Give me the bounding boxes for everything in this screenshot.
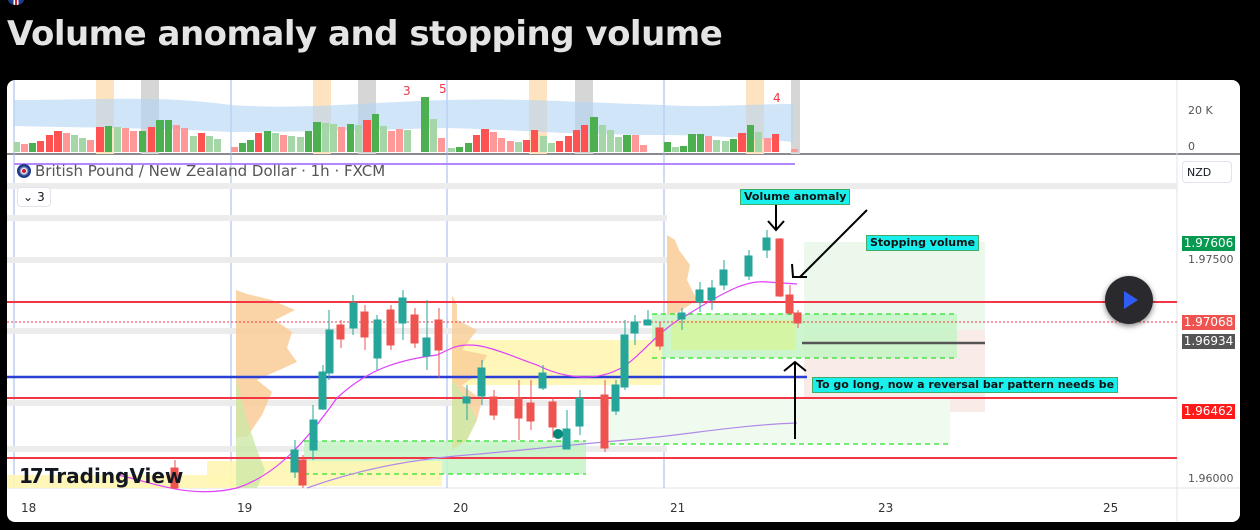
annotation-go-long[interactable]: To go long, now a reversal bar pattern n…: [812, 377, 1119, 393]
volume-marker-4: 4: [773, 91, 781, 105]
symbol-title[interactable]: British Pound / New Zealand Dollar · 1h …: [17, 162, 385, 180]
price-axis-1.975: 1.97500: [1188, 253, 1234, 266]
x-tick-20: 20: [453, 501, 469, 515]
symbol-label: British Pound / New Zealand Dollar · 1h …: [35, 162, 386, 180]
annotation-stopping-volume[interactable]: Stopping volume: [866, 235, 980, 251]
page-title: Volume anomaly and stopping volume: [7, 14, 723, 54]
currency-button[interactable]: NZD: [1182, 161, 1232, 183]
x-tick-18: 18: [21, 501, 37, 515]
price-axis-1.960: 1.96000: [1188, 472, 1234, 485]
volume-marker-5: 5: [439, 82, 447, 96]
x-tick-21: 21: [670, 501, 686, 515]
uk-flag-icon: [8, 0, 24, 5]
price-tag-last: 1.97068: [1182, 315, 1235, 330]
annotation-volume-anomaly[interactable]: Volume anomaly: [740, 189, 851, 205]
chart-card[interactable]: British Pound / New Zealand Dollar · 1h …: [7, 80, 1240, 522]
volume-axis-0: 0: [1188, 140, 1195, 153]
play-icon: [1124, 291, 1138, 309]
volume-marker-3: 3: [403, 84, 411, 98]
indicator-legend-toggle[interactable]: ⌄ 3: [17, 187, 51, 207]
price-tag-gray: 1.96934: [1182, 334, 1235, 349]
x-tick-19: 19: [237, 501, 253, 515]
x-tick-25: 25: [1103, 501, 1119, 515]
chevron-down-icon: ⌄: [23, 190, 34, 204]
replay-play-button[interactable]: [1105, 276, 1153, 324]
price-tag-upper: 1.97606: [1182, 236, 1235, 251]
gbpnzd-flag-icon: [17, 164, 31, 178]
tradingview-logo[interactable]: 17 TradingView: [19, 464, 183, 488]
indicator-count: 3: [37, 190, 45, 204]
x-tick-23: 23: [878, 501, 894, 515]
brand-label: TradingView: [44, 464, 184, 488]
tradingview-mark-icon: 17: [19, 464, 44, 488]
volume-axis-20k: 20 K: [1188, 104, 1213, 117]
price-tag-lower: 1.96462: [1182, 404, 1235, 419]
chart-canvas[interactable]: [7, 80, 1240, 522]
